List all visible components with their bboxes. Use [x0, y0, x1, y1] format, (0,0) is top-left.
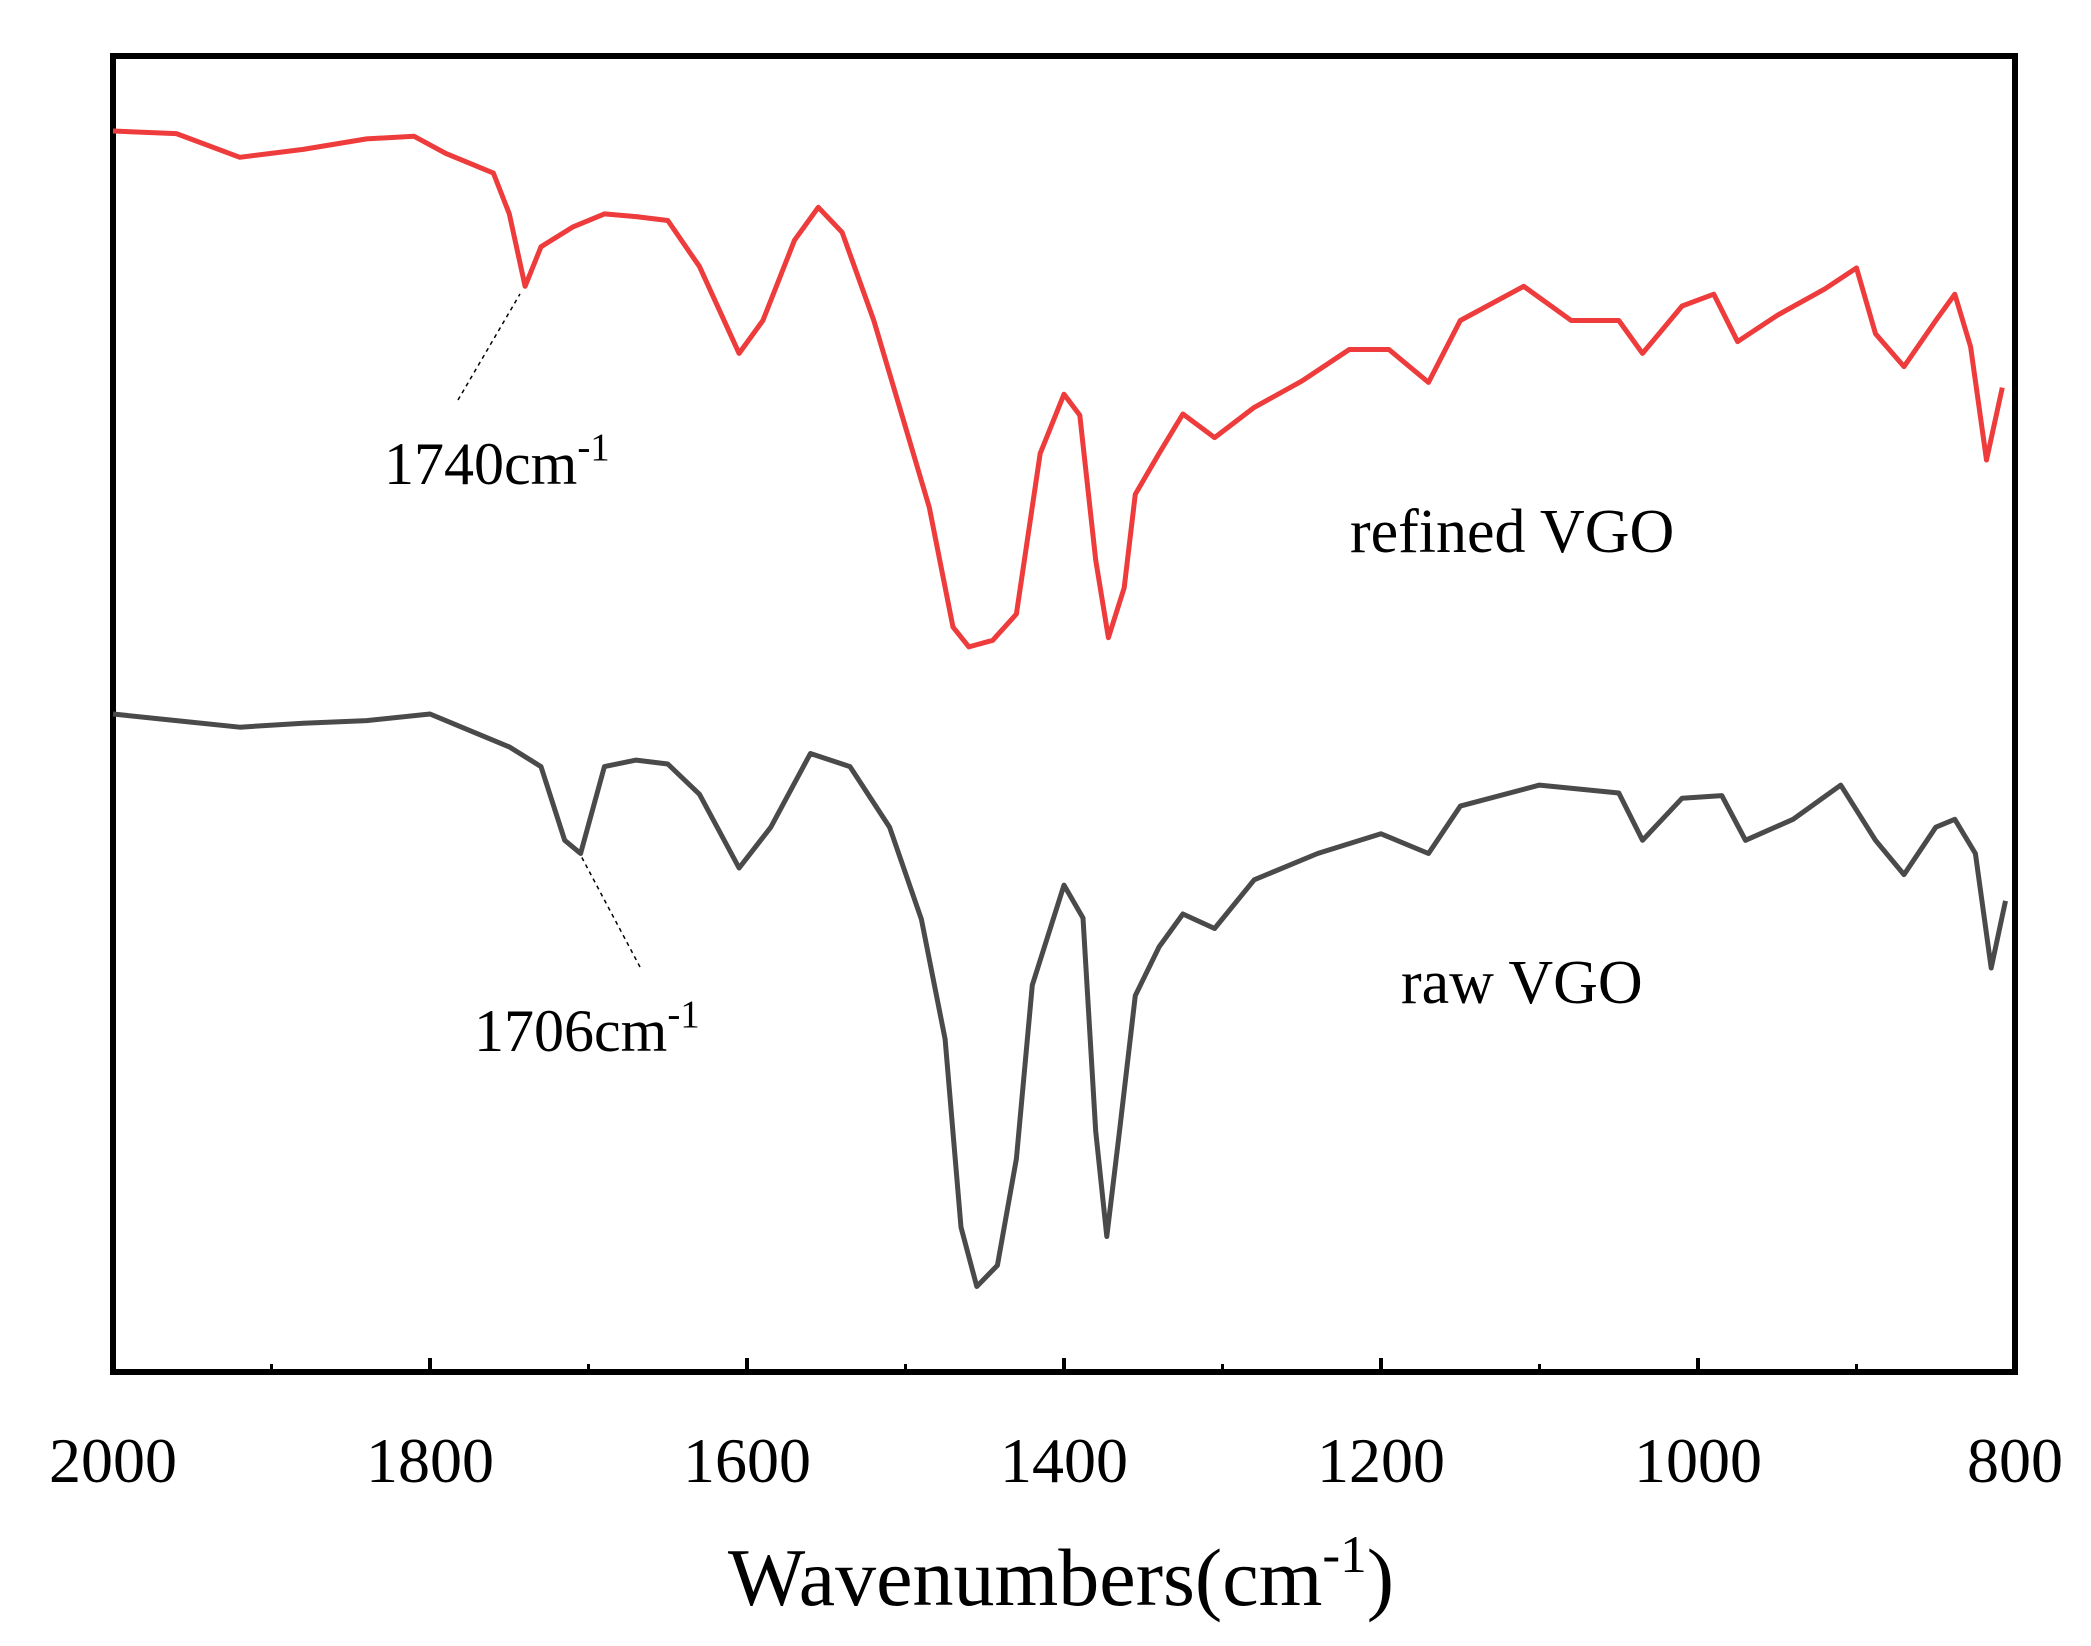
plot-frame — [110, 53, 2018, 1375]
x-tick-label: 1000 — [1634, 1425, 1762, 1496]
x-tick-label: 1200 — [1317, 1425, 1445, 1496]
annotation-sup: -1 — [577, 426, 610, 469]
annotation-leader — [579, 853, 641, 968]
x-axis-label: Wavenumbers(cm-1) — [728, 1525, 1394, 1623]
x-tick-label: 1600 — [683, 1425, 811, 1496]
annotation-main: 1706cm — [474, 998, 667, 1064]
x-tick-label: 2000 — [49, 1425, 177, 1496]
annotation-sup: -1 — [667, 993, 700, 1036]
annotation-main: 1740cm — [384, 431, 577, 497]
x-axis-label-suffix: ) — [1367, 1532, 1394, 1623]
annotation-leader — [457, 293, 521, 401]
series-line — [112, 711, 2008, 1289]
series-label: refined VGO — [1350, 498, 1674, 566]
x-tick-label: 1400 — [1000, 1425, 1128, 1496]
series-label: raw VGO — [1401, 949, 1643, 1017]
annotation: 1740cm-1 — [384, 426, 610, 497]
series-line — [112, 128, 2005, 650]
x-axis-label-sup: -1 — [1322, 1525, 1366, 1584]
x-tick-label: 1800 — [366, 1425, 494, 1496]
x-tick-label: 800 — [1967, 1425, 2063, 1496]
x-axis-label-main: Wavenumbers(cm — [728, 1532, 1323, 1623]
annotation: 1706cm-1 — [474, 993, 700, 1064]
